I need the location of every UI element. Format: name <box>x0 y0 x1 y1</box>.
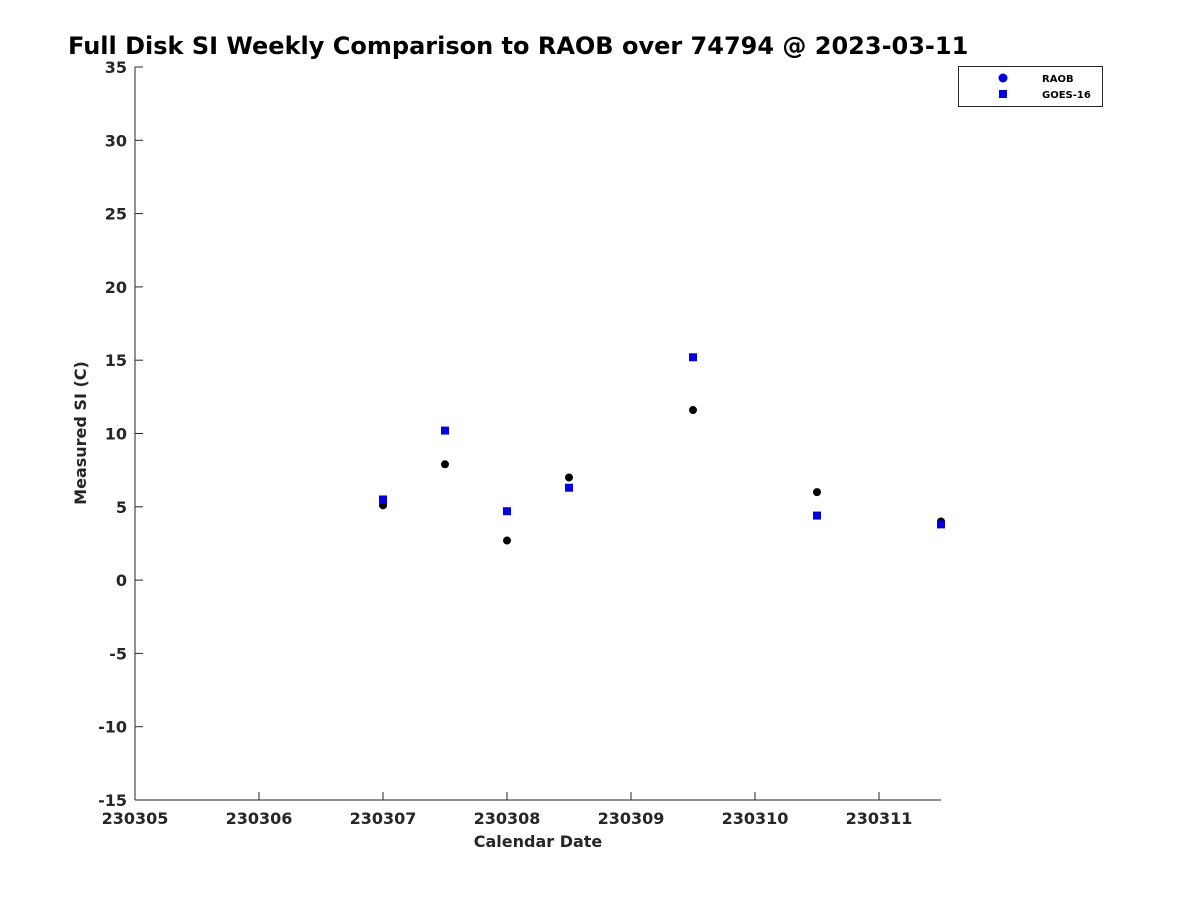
x-tick-label: 230308 <box>474 809 541 828</box>
legend-box <box>958 66 1103 107</box>
y-tick-label: 30 <box>105 131 127 150</box>
x-tick-label: 230305 <box>102 809 169 828</box>
point-goes16 <box>565 483 573 492</box>
plot-area <box>134 67 941 801</box>
point-raob <box>689 406 697 415</box>
point-raob <box>441 460 449 469</box>
point-raob <box>813 488 821 497</box>
y-tick-label: 20 <box>105 278 127 297</box>
y-tick-label: -15 <box>98 791 127 810</box>
y-tick-label: 5 <box>116 498 127 517</box>
x-tick-label: 230311 <box>846 809 913 828</box>
chart-title: Full Disk SI Weekly Comparison to RAOB o… <box>68 32 968 60</box>
legend-marker-goes16 <box>999 90 1007 98</box>
legend-marker-raob <box>998 73 1008 83</box>
x-tick-label: 230310 <box>722 809 789 828</box>
point-goes16 <box>441 426 449 435</box>
y-tick-label: 0 <box>116 571 127 590</box>
point-goes16 <box>503 507 511 516</box>
x-tick-label: 230306 <box>226 809 293 828</box>
y-tick-label: -10 <box>98 718 127 737</box>
legend: RAOB GOES-16 <box>958 66 1103 107</box>
x-axis-label: Calendar Date <box>474 832 603 851</box>
y-tick-label: -5 <box>109 644 127 663</box>
x-tick-label: 230309 <box>598 809 665 828</box>
point-raob <box>503 536 511 545</box>
legend-label-goes16: GOES-16 <box>1042 90 1091 101</box>
y-tick-label: 25 <box>105 205 127 224</box>
y-tick-label: 10 <box>105 425 127 444</box>
y-tick-label: 15 <box>105 351 127 370</box>
y-tick-label: 35 <box>105 58 127 77</box>
point-goes16 <box>689 353 697 362</box>
point-goes16 <box>937 520 945 529</box>
x-tick-label: 230307 <box>350 809 417 828</box>
data-points <box>379 353 945 545</box>
point-raob <box>565 473 573 482</box>
point-goes16 <box>379 495 387 504</box>
legend-label-raob: RAOB <box>1042 74 1074 85</box>
y-ticks: 35 30 25 20 15 10 5 0 -5 -10 -15 <box>98 58 143 810</box>
y-axis-label: Measured SI (C) <box>71 361 90 505</box>
point-goes16 <box>813 511 821 520</box>
x-ticks: 230305 230306 230307 230308 230309 230310 2303… <box>102 792 913 828</box>
